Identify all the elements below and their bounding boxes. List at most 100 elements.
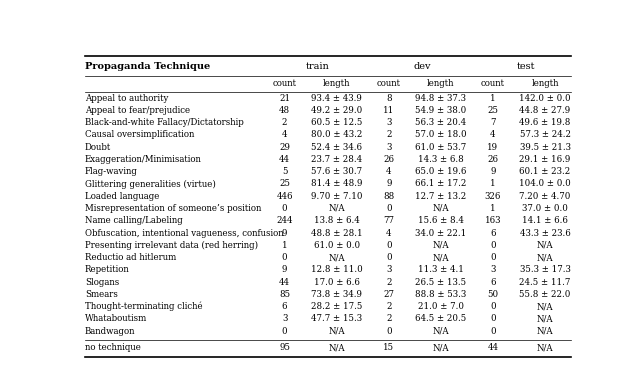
Text: Glittering generalities (virtue): Glittering generalities (virtue)	[85, 179, 216, 189]
Text: 64.5 ± 20.5: 64.5 ± 20.5	[415, 314, 467, 323]
Text: Reductio ad hitlerum: Reductio ad hitlerum	[85, 253, 176, 262]
Text: 43.3 ± 23.6: 43.3 ± 23.6	[520, 228, 570, 238]
Text: 0: 0	[490, 241, 496, 250]
Text: N/A: N/A	[433, 327, 449, 336]
Text: Smears: Smears	[85, 290, 118, 299]
Text: Flag-waving: Flag-waving	[85, 167, 138, 176]
Text: 65.0 ± 19.6: 65.0 ± 19.6	[415, 167, 467, 176]
Text: 44: 44	[488, 343, 499, 353]
Text: 27: 27	[383, 290, 394, 299]
Text: 0: 0	[490, 314, 496, 323]
Text: 3: 3	[490, 265, 495, 274]
Text: 11: 11	[383, 106, 394, 115]
Text: Obfuscation, intentional vagueness, confusion: Obfuscation, intentional vagueness, conf…	[85, 228, 284, 238]
Text: 9: 9	[386, 179, 392, 189]
Text: Bandwagon: Bandwagon	[85, 327, 136, 336]
Text: 44: 44	[279, 278, 290, 286]
Text: 13.8 ± 6.4: 13.8 ± 6.4	[314, 216, 360, 225]
Text: 49.2 ± 29.0: 49.2 ± 29.0	[311, 106, 362, 115]
Text: 81.4 ± 48.9: 81.4 ± 48.9	[311, 179, 362, 189]
Text: 28.2 ± 17.5: 28.2 ± 17.5	[311, 302, 362, 311]
Text: 9.70 ± 7.10: 9.70 ± 7.10	[311, 192, 362, 201]
Text: Black-and-white Fallacy/Dictatorship: Black-and-white Fallacy/Dictatorship	[85, 118, 244, 127]
Text: 0: 0	[282, 327, 287, 336]
Text: 163: 163	[484, 216, 501, 225]
Text: N/A: N/A	[328, 204, 345, 213]
Text: N/A: N/A	[537, 253, 554, 262]
Text: 15: 15	[383, 343, 394, 353]
Text: 52.4 ± 34.6: 52.4 ± 34.6	[311, 142, 362, 152]
Text: 14.1 ± 6.6: 14.1 ± 6.6	[522, 216, 568, 225]
Text: 15.6 ± 8.4: 15.6 ± 8.4	[418, 216, 464, 225]
Text: 2: 2	[386, 302, 392, 311]
Text: Thought-terminating cliché: Thought-terminating cliché	[85, 302, 203, 311]
Text: N/A: N/A	[328, 327, 345, 336]
Text: 85: 85	[279, 290, 290, 299]
Text: N/A: N/A	[433, 241, 449, 250]
Text: 7: 7	[490, 118, 495, 127]
Text: 21.0 ± 7.0: 21.0 ± 7.0	[418, 302, 464, 311]
Text: no technique: no technique	[85, 343, 141, 353]
Text: 56.3 ± 20.4: 56.3 ± 20.4	[415, 118, 467, 127]
Text: N/A: N/A	[537, 343, 554, 353]
Text: 9: 9	[282, 228, 287, 238]
Text: 4: 4	[386, 167, 392, 176]
Text: count: count	[377, 79, 401, 88]
Text: 9: 9	[490, 167, 495, 176]
Text: 0: 0	[386, 253, 392, 262]
Text: 35.3 ± 17.3: 35.3 ± 17.3	[520, 265, 570, 274]
Text: Appeal to authority: Appeal to authority	[85, 94, 168, 103]
Text: 66.1 ± 17.2: 66.1 ± 17.2	[415, 179, 467, 189]
Text: 57.0 ± 18.0: 57.0 ± 18.0	[415, 130, 467, 139]
Text: 57.3 ± 24.2: 57.3 ± 24.2	[520, 130, 570, 139]
Text: 19: 19	[487, 142, 499, 152]
Text: 6: 6	[490, 228, 495, 238]
Text: 49.6 ± 19.8: 49.6 ± 19.8	[519, 118, 571, 127]
Text: 0: 0	[386, 327, 392, 336]
Text: N/A: N/A	[433, 343, 449, 353]
Text: 0: 0	[282, 253, 287, 262]
Text: 25: 25	[488, 106, 499, 115]
Text: 1: 1	[490, 179, 496, 189]
Text: 6: 6	[490, 278, 495, 286]
Text: 25: 25	[279, 179, 290, 189]
Text: 0: 0	[490, 253, 496, 262]
Text: 244: 244	[276, 216, 293, 225]
Text: 47.7 ± 15.3: 47.7 ± 15.3	[311, 314, 362, 323]
Text: 29: 29	[279, 142, 290, 152]
Text: 4: 4	[386, 228, 392, 238]
Text: length: length	[323, 79, 351, 88]
Text: 73.8 ± 34.9: 73.8 ± 34.9	[311, 290, 362, 299]
Text: 8: 8	[386, 94, 392, 103]
Text: 80.0 ± 43.2: 80.0 ± 43.2	[311, 130, 362, 139]
Text: test: test	[517, 62, 536, 71]
Text: 14.3 ± 6.8: 14.3 ± 6.8	[418, 155, 464, 164]
Text: 4: 4	[490, 130, 495, 139]
Text: train: train	[306, 62, 330, 71]
Text: 7.20 ± 4.70: 7.20 ± 4.70	[519, 192, 571, 201]
Text: N/A: N/A	[433, 253, 449, 262]
Text: 88: 88	[383, 192, 394, 201]
Text: 60.5 ± 12.5: 60.5 ± 12.5	[311, 118, 362, 127]
Text: 23.7 ± 28.4: 23.7 ± 28.4	[311, 155, 362, 164]
Text: 2: 2	[386, 130, 392, 139]
Text: Slogans: Slogans	[85, 278, 119, 286]
Text: 17.0 ± 6.6: 17.0 ± 6.6	[314, 278, 360, 286]
Text: 54.9 ± 38.0: 54.9 ± 38.0	[415, 106, 467, 115]
Text: 142.0 ± 0.0: 142.0 ± 0.0	[519, 94, 571, 103]
Text: 39.5 ± 21.3: 39.5 ± 21.3	[520, 142, 570, 152]
Text: N/A: N/A	[537, 327, 554, 336]
Text: 93.4 ± 43.9: 93.4 ± 43.9	[311, 94, 362, 103]
Text: 61.0 ± 53.7: 61.0 ± 53.7	[415, 142, 467, 152]
Text: 4: 4	[282, 130, 287, 139]
Text: N/A: N/A	[537, 314, 554, 323]
Text: 0: 0	[282, 204, 287, 213]
Text: 48.8 ± 28.1: 48.8 ± 28.1	[311, 228, 362, 238]
Text: 12.8 ± 11.0: 12.8 ± 11.0	[311, 265, 362, 274]
Text: 57.6 ± 30.7: 57.6 ± 30.7	[311, 167, 362, 176]
Text: length: length	[531, 79, 559, 88]
Text: 44: 44	[279, 155, 290, 164]
Text: 3: 3	[386, 118, 392, 127]
Text: 88.8 ± 53.3: 88.8 ± 53.3	[415, 290, 467, 299]
Text: 5: 5	[282, 167, 287, 176]
